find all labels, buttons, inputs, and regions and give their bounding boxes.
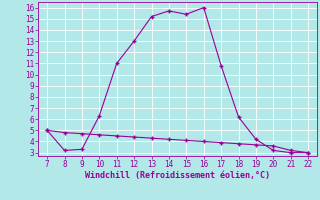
X-axis label: Windchill (Refroidissement éolien,°C): Windchill (Refroidissement éolien,°C)	[85, 171, 270, 180]
